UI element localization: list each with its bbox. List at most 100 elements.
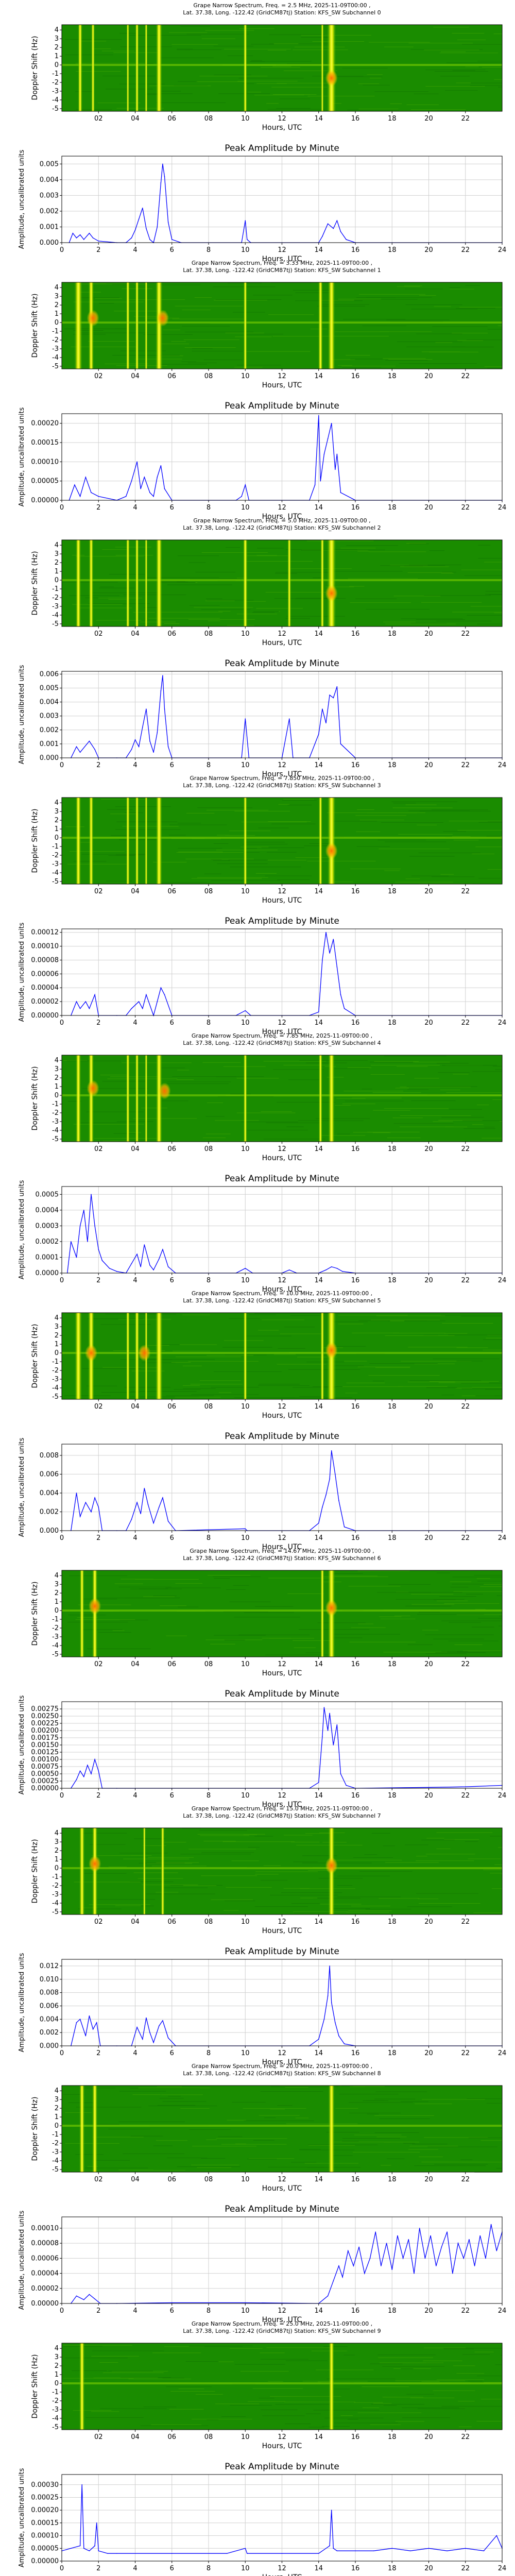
amplitude-frame [61,2474,503,2562]
noise-streak [453,1591,502,1592]
bright-band [145,282,148,369]
amplitude-xtick-label: 2 [96,1277,100,1284]
amplitude-xtick-label: 4 [133,761,137,769]
noise-streak [388,1320,445,1321]
noise-streak [398,834,453,835]
amplitude-data-point [344,1008,345,1009]
spectrogram-xtick-label: 08 [204,2176,213,2183]
noise-streak [433,1121,453,1122]
noise-streak [426,1387,457,1388]
noise-streak [148,1857,194,1858]
amplitude-xtick-label: 2 [96,2307,100,2315]
noise-streak [390,565,428,566]
noise-streak [205,1639,263,1640]
amplitude-data-point [353,2265,354,2266]
amplitude-data-point [164,488,165,489]
spectrogram-xtick-label: 04 [131,1145,140,1153]
spectrogram-ytick-label: -3 [52,860,59,868]
noise-streak [308,1870,336,1871]
noise-streak [133,1872,178,1873]
noise-streak [337,1885,353,1886]
noise-streak [426,86,483,87]
noise-streak [113,1133,136,1134]
noise-streak [72,2370,107,2371]
spectrogram-title-line2: Lat. 37.38, Long. -122.42 (GridCM87tj) S… [183,2070,381,2077]
amplitude-xtick-label: 6 [170,1277,174,1284]
amplitude-data-point [131,1519,132,1520]
noise-streak [382,2366,445,2367]
noise-streak [180,2108,210,2109]
noise-streak [160,284,201,285]
spectrogram-ytick-label: 2 [55,817,59,824]
noise-streak [293,290,331,291]
noise-streak [85,2417,144,2418]
bright-band [74,282,83,369]
amplitude-xtick-label: 6 [170,246,174,254]
amplitude-data-point [136,1253,138,1255]
amplitude-panel-7: Peak Amplitude by Minute 0.000 0.002 0.004 0… [18,1946,506,2066]
noise-streak [100,1324,151,1325]
amplitude-series-line [71,1965,502,2046]
amplitude-ytick-label: 0.00020 [31,2506,59,2514]
amplitude-data-point [247,2553,248,2554]
amplitude-xtick-label: 10 [241,504,250,512]
noise-streak [409,1380,482,1381]
noise-streak [358,294,426,295]
noise-streak [114,1583,143,1584]
noise-streak [285,2360,328,2361]
noise-streak [110,835,131,836]
noise-streak [259,2115,300,2116]
noise-streak [282,800,317,801]
bright-band [321,25,324,111]
amplitude-panel-0: Peak Amplitude by Minute 0.000 0.001 0.002 0… [18,143,506,263]
amplitude-data-point [74,484,75,485]
noise-streak [106,880,132,882]
noise-streak [102,50,135,52]
amplitude-data-point [159,2025,160,2027]
spectrogram-ytick-label: 1 [55,1341,59,1348]
spectrogram-ytick-label: -1 [52,585,59,593]
noise-streak [465,285,480,286]
amplitude-data-point [98,1249,99,1250]
amplitude-xtick-label: 0 [60,2565,64,2572]
bright-band [135,282,139,369]
spectrogram-ylabel: Doppler Shift (Hz) [31,551,39,616]
spectrogram-ytick-label: -4 [52,96,59,104]
noise-streak [83,1833,127,1834]
amplitude-data-point [327,1995,329,1996]
amplitude-xtick-label: 2 [96,2049,100,2057]
amplitude-data-point [160,182,162,183]
hot-spot [89,1855,101,1872]
noise-streak [401,1361,472,1362]
amplitude-panel-8: Peak Amplitude by Minute 0.00000 0.00002 0.… [18,2204,506,2324]
amplitude-data-point [83,2299,84,2300]
spectrogram-xtick-label: 18 [388,630,397,638]
noise-streak [453,2365,475,2366]
amplitude-xlabel: Hours, UTC [262,1028,302,1036]
amplitude-data-point [430,2235,431,2236]
spectrogram-ytick-label: -2 [52,1109,59,1117]
spectrogram-texture [67,1570,502,1655]
amplitude-xtick-label: 0 [60,246,64,254]
hot-spot [87,310,99,327]
amplitude-data-point [162,1497,163,1498]
noise-streak [157,2105,196,2106]
noise-streak [177,49,191,50]
amplitude-xtick-label: 18 [388,246,397,254]
spectrogram-xtick-label: 06 [167,2176,176,2183]
amplitude-data-point [318,415,319,416]
noise-streak [268,821,311,822]
spectrogram-xtick-label: 12 [278,2433,286,2441]
amplitude-data-point [94,1497,95,1498]
noise-streak [74,1882,141,1883]
noise-streak [385,360,428,361]
spectrogram-texture [62,540,502,626]
bright-band [328,1055,335,1142]
spectrogram-ytick-label: -4 [52,869,59,877]
bright-band [320,1313,324,1399]
amplitude-ytick-label: 0.00150 [31,1741,59,1749]
amplitude-ytick-label: 0.0003 [36,1222,59,1230]
amplitude-data-point [98,241,99,242]
noise-streak [102,1367,158,1368]
amplitude-xtick-label: 22 [461,2049,470,2057]
